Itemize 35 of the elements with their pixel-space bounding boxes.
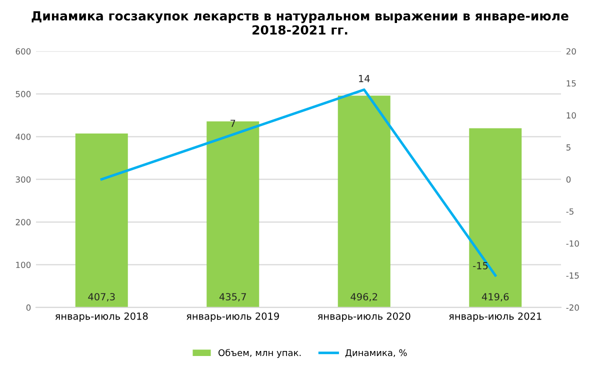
x-tick-label: январь-июль 2020 [318,312,410,322]
y2-tick-label: 20 [566,48,576,55]
data-label: -15 [473,262,488,270]
bar [338,96,390,308]
y2-tick-label: 0 [566,176,571,183]
y2-tick-label: -20 [566,304,579,311]
y2-tick-label: -10 [566,240,579,247]
data-label: 435,7 [219,293,246,302]
legend-label: Объем, млн упак. [218,348,301,358]
y2-tick-label: -5 [566,208,574,215]
y2-tick-label: 10 [566,112,576,119]
y-tick-label: 200 [16,219,31,226]
data-label: 419,6 [482,293,509,302]
data-label: 14 [359,75,370,82]
y-tick-label: 100 [16,262,31,268]
bar [206,121,260,308]
y-tick-label: 300 [16,176,31,183]
x-tick-label: январь-июль 2021 [449,312,542,322]
y2-tick-label: 15 [566,80,576,87]
bar [75,134,128,308]
y-tick-label: 0 [26,304,31,311]
line-series [100,88,497,277]
x-tick-label: январь-июль 2019 [186,312,279,322]
y2-tick-label: 5 [566,144,570,151]
legend-label: Динамика, % [345,349,407,358]
y-tick-label: 600 [16,48,31,55]
bar [469,128,522,308]
y-tick-label: 400 [16,134,31,140]
data-label: 7 [230,120,236,127]
chart-title: Динамика госзакупок лекарств в натуральном выражении в январе-июле 2018-2021 гг. [32,11,568,35]
data-label: 407,3 [88,293,115,302]
y-tick-label: 500 [16,90,31,98]
y2-tick-label: -15 [566,272,579,279]
x-tick-label: январь-июль 2018 [55,312,148,322]
data-label: 496,2 [350,293,378,302]
